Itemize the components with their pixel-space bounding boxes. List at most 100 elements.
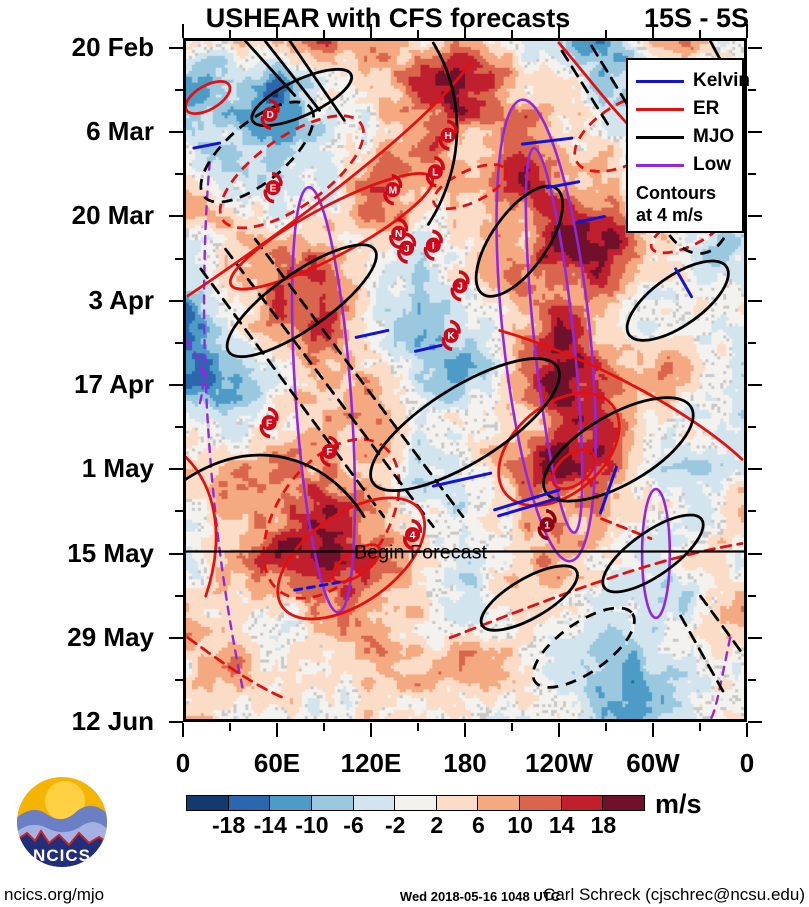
storm-symbol-E: E <box>263 172 283 204</box>
storm-symbol-glyph <box>433 156 445 171</box>
kelvin-contour <box>192 141 222 150</box>
colorbar-cell <box>560 795 604 811</box>
x-major-tick <box>182 24 184 38</box>
er-contour <box>186 79 232 116</box>
low-contour <box>640 487 672 620</box>
y-minor-tick <box>175 595 183 597</box>
mjo-contour-dashed <box>531 606 636 689</box>
latitude-range-label: 15S - 5S <box>643 3 749 33</box>
logo-text: NCICS <box>33 846 91 865</box>
storm-symbol-glyph <box>423 246 435 261</box>
y-major-tick <box>169 637 183 639</box>
x-axis-label: 60E <box>253 748 301 778</box>
y-axis-label: 15 May <box>67 538 154 568</box>
contour-interval-note: Contours at 4 m/s <box>636 183 716 225</box>
legend-rows: Kelvin ER MJO Low <box>636 67 750 179</box>
storm-symbol-glyph <box>537 526 549 541</box>
colorbar-tick-label: 14 <box>548 812 575 838</box>
er-contour-dashed <box>186 636 284 699</box>
x-minor-tick <box>699 723 701 731</box>
storm-symbol-letter: L <box>432 168 439 179</box>
logo-sun-glow <box>45 781 85 821</box>
legend-item-label: ER <box>693 98 720 119</box>
storm-symbol-glyph <box>452 278 468 294</box>
storm-symbol-glyph <box>438 136 450 151</box>
colorbar-tick-label: 10 <box>507 812 533 838</box>
y-axis-label: 29 May <box>67 622 154 652</box>
storm-symbol-glyph <box>411 518 423 534</box>
storm-symbol-glyph <box>391 174 403 189</box>
storm-symbol-glyph <box>397 217 409 232</box>
storm-symbol-glyph <box>385 182 401 198</box>
mjo-contour-dashed <box>699 594 744 657</box>
y-minor-tick <box>748 510 756 512</box>
mjo-contour <box>625 259 730 342</box>
storm-symbol-K: K <box>441 319 461 352</box>
y-major-tick <box>169 384 183 386</box>
y-minor-tick <box>748 426 756 428</box>
x-major-tick <box>370 723 372 737</box>
kelvin-contour <box>431 471 493 488</box>
colorbar-cell <box>269 795 312 811</box>
x-major-tick <box>652 24 654 38</box>
er-contour-dashed <box>448 542 744 640</box>
storm-symbol-glyph <box>441 336 453 352</box>
x-minor-tick <box>323 723 325 731</box>
mjo-contour-dashed <box>199 267 386 519</box>
storm-symbol-glyph <box>319 452 331 468</box>
storm-symbol-1: 1 <box>537 509 557 541</box>
y-axis-label: 6 Mar <box>86 116 154 146</box>
colorbar-cell <box>394 795 437 811</box>
er-contour <box>186 61 472 298</box>
colorbar-cell <box>227 795 271 811</box>
storm-symbol-glyph <box>265 180 281 196</box>
storm-symbol-glyph <box>271 172 283 187</box>
storm-symbol-letter: E <box>270 183 277 194</box>
x-axis-label: 0 <box>739 748 755 778</box>
er-contour <box>498 329 744 461</box>
y-axis-label: 20 Feb <box>71 32 154 62</box>
y-major-tick <box>169 131 183 133</box>
y-minor-tick <box>175 679 183 681</box>
y-minor-tick <box>175 342 183 344</box>
er-contour <box>186 455 218 598</box>
y-minor-tick <box>748 89 756 91</box>
storm-symbol-glyph <box>383 191 395 206</box>
colorbar-cell <box>352 795 396 811</box>
x-major-tick <box>558 723 560 737</box>
kelvin-contour <box>545 180 581 190</box>
x-major-tick <box>370 24 372 38</box>
x-major-tick <box>464 24 466 38</box>
y-major-tick <box>748 637 762 639</box>
colorbar-cell <box>435 795 479 811</box>
storm-symbol-glyph <box>450 287 462 302</box>
storm-symbol-letter: I <box>432 241 435 252</box>
x-major-tick <box>558 24 560 38</box>
storm-symbol-glyph <box>539 517 555 533</box>
storm-symbol-F: F <box>319 435 339 468</box>
y-minor-tick <box>175 426 183 428</box>
y-axis-label: 12 Jun <box>71 706 154 736</box>
y-axis-label: 3 Apr <box>88 285 155 315</box>
y-minor-tick <box>748 595 756 597</box>
x-axis-label: 120E <box>340 748 402 778</box>
low-contour-dashed <box>709 636 732 719</box>
storm-symbol-M: M <box>383 174 403 206</box>
legend-item-er: ER <box>636 95 736 123</box>
storm-symbol-glyph <box>389 234 401 249</box>
y-major-tick <box>748 384 762 386</box>
y-minor-tick <box>175 89 183 91</box>
kelvin-contour <box>674 267 694 299</box>
legend-box: Kelvin ER MJO Low Contours at 4 m/s <box>626 58 750 234</box>
y-major-tick <box>748 721 762 723</box>
x-minor-tick <box>605 723 607 731</box>
storm-symbol-glyph <box>449 319 461 334</box>
x-minor-tick <box>417 723 419 731</box>
y-major-tick <box>748 131 762 133</box>
storm-symbol-glyph <box>432 229 443 244</box>
storm-symbol-I: I <box>423 229 443 261</box>
kelvin-contour-dashed <box>293 580 341 592</box>
mjo-contour <box>186 453 366 519</box>
storm-symbol-glyph <box>458 270 470 285</box>
